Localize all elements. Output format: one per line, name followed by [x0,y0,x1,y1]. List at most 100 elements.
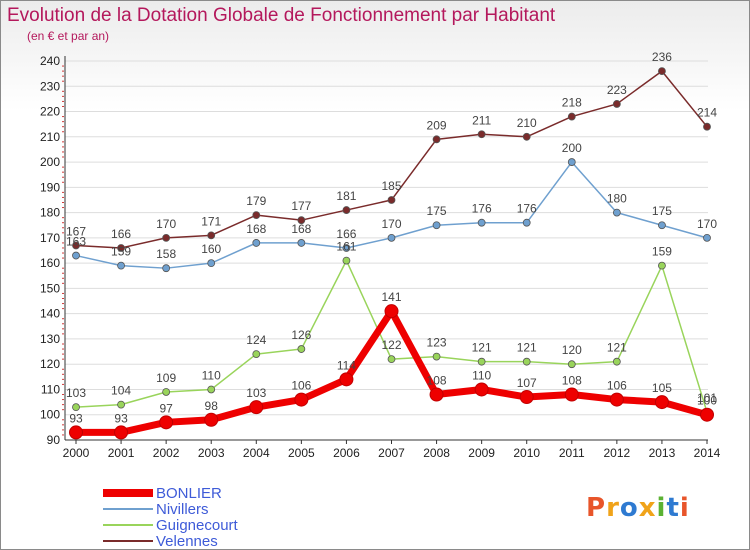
data-label: 166 [336,227,356,241]
data-label: 209 [427,118,447,132]
data-point [342,256,351,265]
chart-subtitle: (en € et par an) [27,29,110,43]
y-tick-label: 160 [40,256,60,270]
data-point [703,233,711,242]
data-label: 103 [246,386,266,400]
data-label: 211 [472,113,491,127]
data-point [432,221,441,230]
data-point [252,239,261,247]
x-tick-label: 2011 [559,446,585,460]
data-label: 166 [111,227,131,241]
data-label: 110 [472,368,491,382]
data-label: 223 [607,83,627,97]
x-tick-label: 2003 [198,446,225,460]
data-label: 124 [246,333,266,347]
x-tick-label: 2006 [333,446,360,460]
data-label: 214 [697,106,717,120]
legend-label-guignecourt: Guignecourt [156,517,239,534]
data-label: 123 [427,336,447,350]
data-point [703,122,711,131]
data-point [69,425,83,440]
data-label: 171 [201,214,221,228]
data-label: 114 [337,358,356,372]
data-point [294,392,309,407]
data-label: 158 [156,247,176,261]
data-label: 175 [652,204,672,218]
data-point [204,412,219,427]
data-label: 170 [156,217,176,231]
data-label: 106 [291,379,311,393]
data-label: 103 [66,386,86,400]
data-label: 108 [562,374,582,388]
data-point [117,400,125,409]
data-point [612,208,621,217]
data-point [429,387,444,402]
data-label: 122 [381,338,401,352]
data-point [609,392,624,407]
data-point [342,206,351,214]
data-point [432,135,441,144]
data-label: 210 [517,116,537,130]
x-tick-label: 2005 [288,446,315,460]
x-tick-label: 2002 [153,446,180,460]
data-point [207,259,216,268]
data-label: 236 [652,50,672,64]
data-point [114,425,129,440]
data-point [658,67,666,76]
data-point [612,100,621,108]
data-label: 121 [607,341,627,355]
data-label: 181 [336,189,356,203]
y-tick-label: 220 [40,105,60,119]
data-label: 98 [205,399,219,413]
data-label: 200 [562,141,582,155]
y-tick-label: 180 [40,206,60,220]
data-label: 161 [336,240,356,254]
data-label: 121 [472,341,492,355]
data-point [522,132,531,141]
data-label: 101 [697,391,717,405]
data-point [117,244,125,252]
data-point [477,130,486,139]
data-label: 107 [517,376,537,390]
x-tick-label: 2014 [694,446,721,460]
data-label: 120 [562,343,582,357]
x-tick-label: 2009 [468,446,495,460]
data-label: 110 [202,368,221,382]
x-tick-label: 2012 [604,446,631,460]
legend-label-velennes: Velennes [156,533,218,549]
y-tick-label: 230 [40,79,60,93]
data-point [387,233,396,242]
data-label: 106 [607,379,627,393]
data-point [339,372,354,387]
data-point [252,211,261,220]
data-label: 100 [697,394,717,408]
data-label: 175 [427,204,447,218]
data-label: 176 [472,202,492,216]
x-tick-label: 2004 [243,446,270,460]
data-label: 109 [156,371,176,385]
data-label: 141 [381,290,401,304]
chart-title: Evolution de la Dotation Globale de Fonc… [7,5,556,26]
y-tick-label: 200 [40,155,60,169]
data-point [522,218,531,227]
data-point [700,407,714,422]
y-tick-label: 120 [40,357,60,371]
data-point [72,241,80,250]
x-tick-label: 2001 [108,446,135,460]
data-point [297,239,306,247]
data-point [207,385,216,394]
data-label: 93 [69,411,83,425]
data-point [658,221,666,230]
data-label: 93 [114,411,128,425]
data-label: 168 [246,222,266,236]
x-tick-label: 2013 [649,446,676,460]
data-label: 160 [201,242,221,256]
data-label: 170 [381,217,401,231]
data-point [432,352,441,361]
legend-label-bonlier: BONLIER [156,485,222,502]
data-point [162,264,171,273]
data-point [567,112,576,121]
data-point [117,261,125,270]
